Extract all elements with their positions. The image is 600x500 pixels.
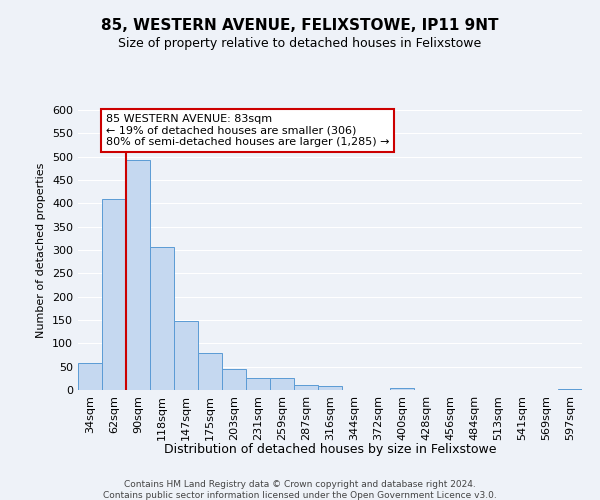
Y-axis label: Number of detached properties: Number of detached properties <box>37 162 46 338</box>
Bar <box>390 388 414 390</box>
Text: Contains HM Land Registry data © Crown copyright and database right 2024.: Contains HM Land Registry data © Crown c… <box>124 480 476 489</box>
Bar <box>558 388 582 390</box>
Bar <box>102 198 126 390</box>
Bar <box>78 364 102 390</box>
Text: Size of property relative to detached houses in Felixstowe: Size of property relative to detached ho… <box>118 38 482 51</box>
Text: 85 WESTERN AVENUE: 83sqm
← 19% of detached houses are smaller (306)
80% of semi-: 85 WESTERN AVENUE: 83sqm ← 19% of detach… <box>106 114 389 148</box>
Text: 85, WESTERN AVENUE, FELIXSTOWE, IP11 9NT: 85, WESTERN AVENUE, FELIXSTOWE, IP11 9NT <box>101 18 499 32</box>
Bar <box>222 370 246 390</box>
Bar <box>294 386 318 390</box>
Bar <box>198 352 222 390</box>
Bar <box>246 378 270 390</box>
Text: Contains public sector information licensed under the Open Government Licence v3: Contains public sector information licen… <box>103 491 497 500</box>
Bar <box>126 160 150 390</box>
Text: Distribution of detached houses by size in Felixstowe: Distribution of detached houses by size … <box>164 442 496 456</box>
Bar <box>318 386 342 390</box>
Bar <box>174 321 198 390</box>
Bar <box>150 246 174 390</box>
Bar <box>270 378 294 390</box>
